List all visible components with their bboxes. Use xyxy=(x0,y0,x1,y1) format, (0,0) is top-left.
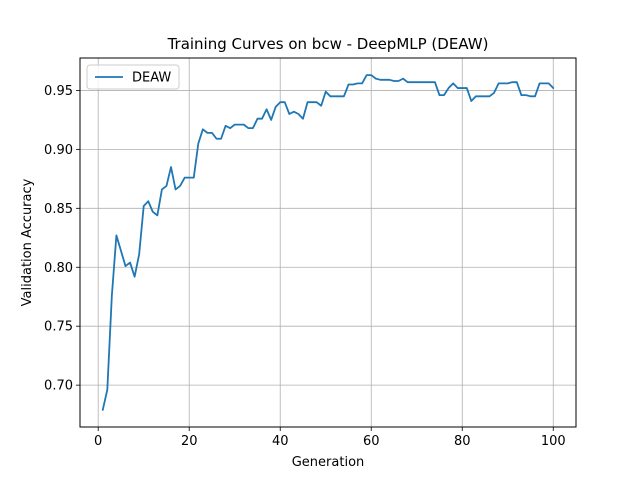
x-tick-label: 80 xyxy=(454,434,471,449)
x-tick-label: 40 xyxy=(272,434,289,449)
y-tick-label: 0.80 xyxy=(44,261,73,276)
legend-label: DEAW xyxy=(132,71,171,86)
y-tick-label: 0.90 xyxy=(44,143,73,158)
y-tick-label: 0.95 xyxy=(44,84,73,99)
x-tick-label: 20 xyxy=(181,434,198,449)
x-axis-label: Generation xyxy=(292,455,365,470)
x-tick-label: 100 xyxy=(541,434,566,449)
legend: DEAW xyxy=(86,64,180,90)
y-tick-label: 0.85 xyxy=(44,202,73,217)
x-tick-label: 0 xyxy=(94,434,102,449)
y-tick-label: 0.70 xyxy=(44,379,73,394)
grid-lines xyxy=(80,58,576,427)
y-tick-label: 0.75 xyxy=(44,320,73,335)
series-line-deaw xyxy=(101,74,555,411)
axis-ticks: 0 20 40 60 80 100 0.70 0.75 0.80 0.85 0.90 0.95 xyxy=(44,84,566,449)
series-layer xyxy=(101,74,555,411)
plot-frame xyxy=(79,57,577,428)
x-tick-label: 60 xyxy=(363,434,380,449)
y-axis-label: Validation Accuracy xyxy=(20,178,35,306)
legend-box xyxy=(86,64,180,90)
chart-title: Training Curves on bcw - DeepMLP (DEAW) xyxy=(167,35,489,53)
